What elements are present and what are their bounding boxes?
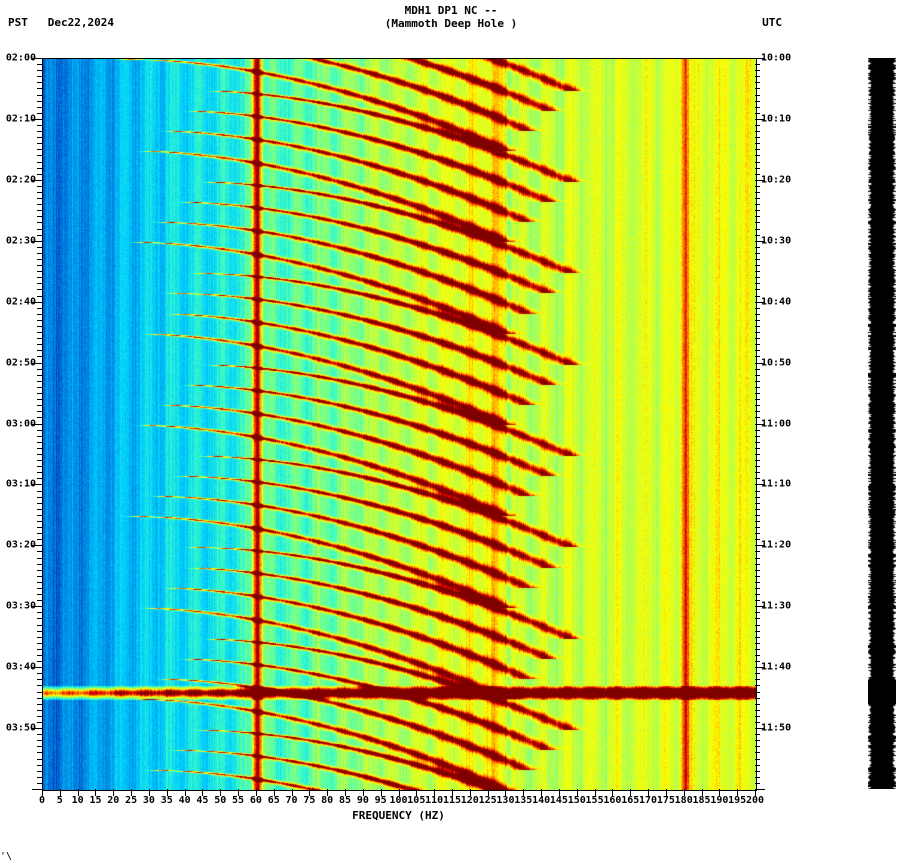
spectrogram-canvas (42, 58, 757, 791)
waveform-canvas (868, 58, 896, 789)
header-date: Dec22,2024 (48, 16, 114, 29)
spectrogram-chart: 02:0002:1002:2002:3002:4002:5003:0003:10… (42, 58, 755, 789)
title-line2: (Mammoth Deep Hole ) (385, 17, 517, 30)
tz-left: PST (8, 16, 28, 29)
header-left: PST Dec22,2024 (8, 16, 114, 29)
footnote: '\ (0, 851, 12, 862)
waveform-panel (868, 58, 896, 789)
header-center: MDH1 DP1 NC -- (Mammoth Deep Hole ) (385, 4, 517, 30)
title-line1: MDH1 DP1 NC -- (385, 4, 517, 17)
x-axis-label: FREQUENCY (HZ) (352, 789, 445, 822)
chart-header: PST Dec22,2024 MDH1 DP1 NC -- (Mammoth D… (0, 4, 902, 34)
tz-right: UTC (762, 16, 782, 29)
